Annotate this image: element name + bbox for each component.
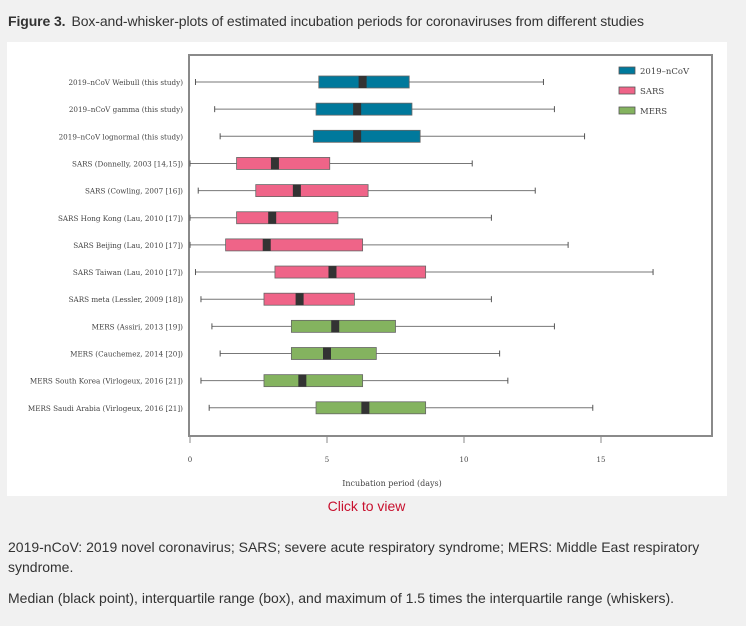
median-mark: [323, 347, 331, 360]
x-axis-label: Incubation period (days): [342, 479, 442, 488]
box-plot-row: [189, 211, 492, 225]
box-plot-row: [211, 319, 555, 333]
category-label: SARS Taiwan (Lau, 2010 [17]): [73, 268, 183, 277]
iqr-box: [255, 184, 369, 198]
click-to-view-link[interactable]: Click to view: [327, 498, 406, 514]
category-label: SARS (Cowling, 2007 [16]): [85, 187, 183, 196]
box-plot-row: [189, 157, 473, 170]
legend-swatch: [618, 66, 636, 75]
median-mark: [328, 266, 337, 279]
figure-title: Figure 3. Box-and-whisker-plots of estima…: [8, 13, 644, 29]
iqr-box: [225, 238, 364, 252]
box-plot-row: [189, 238, 569, 252]
iqr-box: [274, 265, 427, 279]
category-label: SARS Beijing (Lau, 2010 [17]): [73, 241, 183, 250]
x-tick-label: 10: [460, 456, 469, 464]
median-mark: [353, 103, 362, 116]
category-label: 2019–nCoV Weibull (this study): [68, 78, 183, 87]
figure-number: Figure 3.: [8, 13, 66, 29]
x-tick-label: 0: [188, 456, 192, 464]
plot-frame: [188, 54, 713, 437]
box-plot-row: [214, 102, 555, 116]
category-label: MERS (Assiri, 2013 [19]): [92, 322, 184, 331]
category-label: SARS (Donnelly, 2003 [14,15]): [72, 159, 183, 168]
box-plot-row: [194, 265, 654, 279]
x-axis: 0 5 10 15: [188, 436, 606, 464]
box-plot-row: [194, 75, 544, 89]
median-mark: [262, 238, 271, 251]
legend-label: MERS: [640, 107, 667, 117]
x-tick-label: 15: [597, 456, 606, 464]
figure-title-text: Box-and-whisker-plots of estimated incub…: [71, 13, 644, 29]
iqr-box: [236, 211, 339, 225]
median-mark: [268, 211, 277, 224]
median-mark: [292, 184, 301, 197]
box-plot-row: [197, 184, 536, 198]
category-label: SARS meta (Lessler, 2009 [18]): [69, 295, 184, 304]
iqr-box: [263, 292, 355, 306]
median-mark: [298, 374, 307, 387]
category-labels: 2019–nCoV Weibull (this study) 2019–nCoV …: [28, 78, 183, 413]
box-plots: [189, 75, 654, 415]
iqr-box: [290, 347, 377, 360]
category-label: SARS Hong Kong (Lau, 2010 [17]): [58, 214, 183, 223]
x-tick-label: 5: [325, 456, 329, 464]
iqr-box: [263, 374, 364, 388]
median-mark: [358, 76, 367, 88]
box-plot-row: [200, 374, 509, 388]
median-mark: [295, 293, 304, 306]
boxplot-chart: 2019–nCoV Weibull (this study) 2019–nCoV …: [28, 54, 713, 488]
box-plot-row: [200, 292, 492, 306]
legend-label: SARS: [640, 87, 664, 97]
category-label: MERS South Korea (Virlogeux, 2016 [21]): [30, 377, 183, 386]
caption-abbreviations: 2019-nCoV: 2019 novel coronavirus; SARS;…: [8, 539, 700, 575]
iqr-box: [315, 401, 427, 415]
median-mark: [270, 157, 279, 170]
legend-label: 2019–nCoV: [640, 67, 690, 77]
median-mark: [361, 401, 370, 414]
iqr-box: [236, 157, 331, 170]
iqr-box: [290, 319, 396, 333]
category-label: 2019–nCoV lognormal (this study): [59, 132, 184, 141]
box-plot-row: [219, 347, 501, 360]
iqr-box: [315, 102, 413, 116]
caption-legend-explanation: Median (black point), interquartile rang…: [8, 590, 675, 606]
category-label: MERS (Cauchemez, 2014 [20]): [70, 350, 183, 359]
category-label: MERS Saudi Arabia (Virlogeux, 2016 [21]): [28, 404, 183, 413]
iqr-box: [312, 129, 421, 143]
median-mark: [353, 130, 362, 143]
box-plot-row: [219, 129, 586, 143]
box-plot-row: [208, 401, 594, 415]
legend-swatch: [618, 86, 636, 95]
legend: 2019–nCoV SARS MERS: [618, 66, 690, 117]
legend-swatch: [618, 106, 636, 115]
figure-panel[interactable]: 2019–nCoV Weibull (this study) 2019–nCoV …: [7, 42, 727, 496]
category-label: 2019–nCoV gamma (this study): [69, 105, 183, 114]
median-mark: [331, 320, 340, 333]
